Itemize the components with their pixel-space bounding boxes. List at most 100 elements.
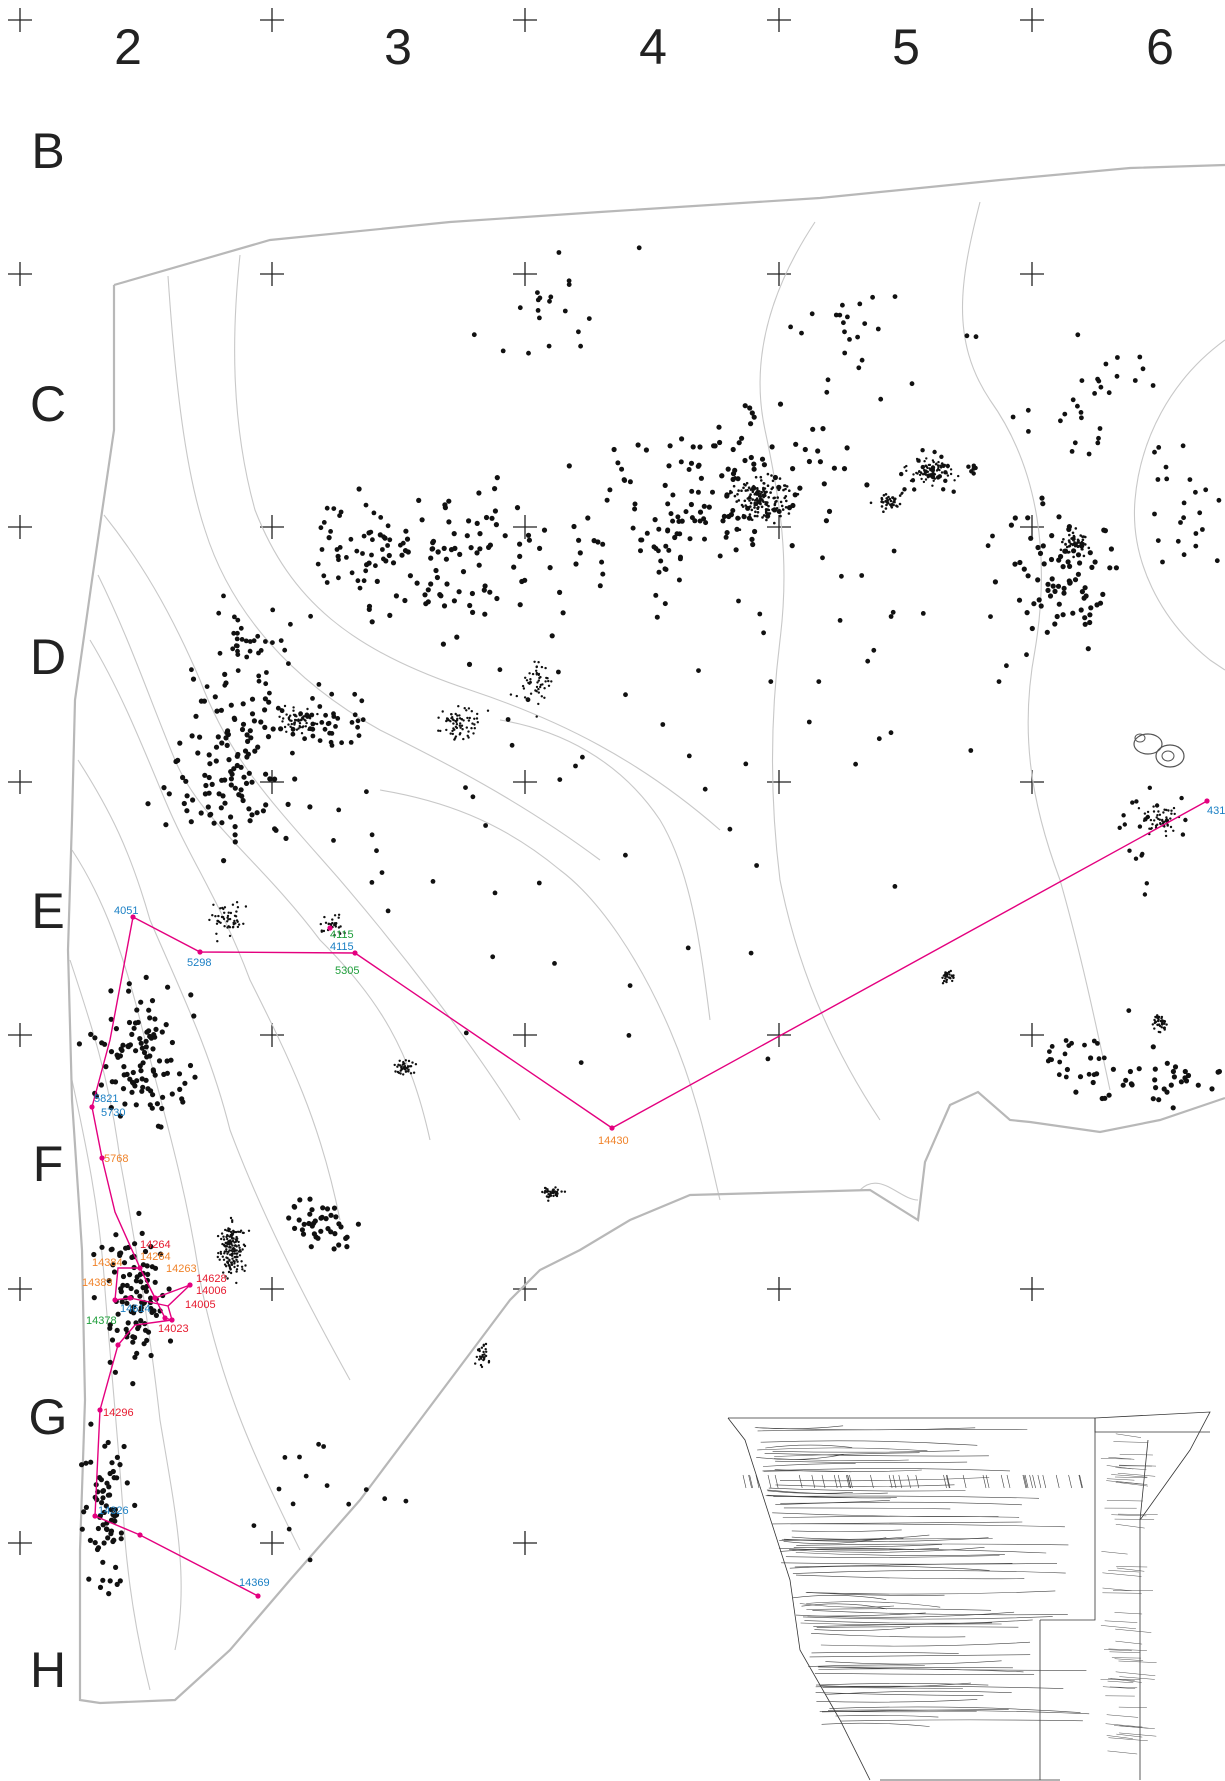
artifact-dot [222,671,228,678]
row-label-H: H [30,1642,66,1698]
artifact-dot [1010,414,1016,420]
pottery-striations [742,1425,1158,1755]
artifact-dot [322,726,328,732]
artifact-dot [537,545,543,552]
artifact-dot [1082,621,1088,627]
artifact-dot [319,547,325,552]
artifact-dot [494,595,500,602]
artifact-dot [1166,823,1169,826]
artifact-dot [820,426,826,432]
artifact-dot [282,1455,288,1460]
artifact-dot [1057,1059,1063,1065]
artifact-dot [1077,539,1080,543]
artifact-dot [451,729,454,733]
artifact-dot [740,503,744,507]
artifact-dot [1084,543,1087,546]
artifact-dot [125,1044,132,1050]
artifact-dot [920,472,923,475]
artifact-dot [1049,576,1055,582]
artifact-dot [622,478,628,483]
artifact-dot [1096,1056,1102,1062]
artifact-dot [856,365,862,371]
artifact-dot [1170,809,1173,812]
artifact-dot [677,556,683,562]
artifact-dot [393,593,399,599]
artifact-dot [523,696,527,699]
artifact-dot [992,579,999,585]
artifact-dot [487,1361,491,1364]
artifact-dot [783,496,786,500]
artifact-dot [308,715,312,718]
artifact-dot [490,954,496,960]
artifact-dot [857,301,863,307]
artifact-dot [452,545,458,552]
artifact-dot [1069,542,1073,546]
artifact-dot [630,525,636,531]
artifact-dot [226,1261,230,1265]
artifact-dot [366,603,373,609]
column-label-6: 6 [1146,19,1174,75]
artifact-dot [841,320,846,326]
pottery-striation [1111,1474,1148,1478]
artifact-dot [785,499,788,503]
artifact-dot [239,637,245,642]
artifact-dot [940,471,944,474]
artifact-dot [945,975,949,978]
artifact-dot [324,1206,331,1212]
artifact-dot [109,1460,115,1466]
artifact-dot [1064,543,1067,546]
artifact-dot [144,1029,150,1035]
artifact-dot [476,490,482,496]
artifact-dot [355,724,360,730]
artifact-dot [228,934,232,938]
artifact-dot [1063,1074,1069,1080]
artifact-dot [964,333,970,339]
artifact-dot [315,722,319,726]
row-label-G: G [29,1389,68,1445]
artifact-dot [787,512,791,515]
artifact-dot [296,1217,302,1223]
pottery-striation [1116,1567,1145,1572]
artifact-dot [428,555,434,561]
artifact-dot [91,1295,97,1301]
artifact-dot [698,475,705,481]
pottery-striation [1106,1714,1139,1718]
artifact-dot [541,683,544,686]
pottery-striation [796,1543,1069,1546]
artifact-dot [746,497,750,500]
artifact-dot [108,1049,115,1055]
artifact-dot [183,778,189,784]
artifact-dot [733,494,737,498]
artifact-dot [1144,881,1150,886]
artifact-dot [653,592,659,598]
artifact-dot [889,499,893,503]
artifact-dot [737,489,740,492]
artifact-dot [952,974,955,977]
grid-cross [767,262,791,286]
artifact-dot [139,1088,145,1094]
artifact-dot [138,1279,144,1285]
artifact-dot [106,1591,112,1597]
artifact-dot [756,514,759,518]
artifact-dot [139,1045,145,1051]
artifact-dot [1147,785,1153,790]
artifact-dot [118,1536,124,1542]
artifact-dot [750,541,756,548]
artifact-dot [817,459,824,465]
artifact-dot [1021,566,1027,572]
artifact-dot [238,625,244,631]
point-labels: 4051 5298 4115 4115 5305 14430 431 5821 … [82,805,1225,1589]
artifact-dot [1193,489,1198,495]
artifact-dot [1114,373,1120,379]
artifact-dot [1039,495,1045,501]
point-label: 14369 [239,1577,270,1589]
artifact-dot [762,514,766,517]
artifact-dot [472,732,475,735]
artifact-dot [239,1229,243,1232]
pottery-striation [811,1474,816,1489]
artifact-dot [660,722,666,727]
artifact-dot [1073,1089,1079,1095]
artifact-dot [112,1507,118,1513]
artifact-dot [968,748,974,753]
artifact-dot [701,503,707,509]
